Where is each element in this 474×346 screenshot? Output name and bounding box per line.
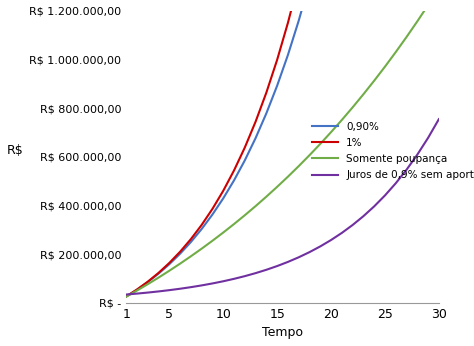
- Somente poupança: [188, 254, 194, 258]
- Somente poupança: [199, 247, 204, 251]
- Somente poupança: [177, 262, 183, 266]
- 0,90%: [199, 227, 204, 231]
- Somente poupança: [350, 105, 356, 109]
- Juros de 0,9% sem aportes: [318, 244, 323, 248]
- 1%: [177, 250, 183, 254]
- Juros de 0,9% sem aportes: [220, 279, 226, 283]
- 0,90%: [134, 288, 140, 292]
- Juros de 0,9% sem aportes: [404, 168, 410, 172]
- Juros de 0,9% sem aportes: [264, 268, 269, 272]
- Line: Juros de 0,9% sem aportes: Juros de 0,9% sem aportes: [126, 119, 439, 294]
- 1%: [242, 145, 247, 149]
- 0,90%: [220, 196, 226, 200]
- 1%: [166, 261, 172, 265]
- 1%: [274, 58, 280, 62]
- Juros de 0,9% sem aportes: [123, 292, 129, 297]
- Juros de 0,9% sem aportes: [199, 283, 204, 288]
- 0,90%: [253, 136, 258, 140]
- Legend: 0,90%, 1%, Somente poupança, Juros de 0,9% sem aportes: 0,90%, 1%, Somente poupança, Juros de 0,…: [308, 117, 474, 184]
- 0,90%: [123, 294, 129, 299]
- 0,90%: [274, 84, 280, 88]
- 0,90%: [242, 158, 247, 163]
- 1%: [285, 21, 291, 25]
- 0,90%: [264, 111, 269, 115]
- Juros de 0,9% sem aportes: [285, 260, 291, 264]
- Juros de 0,9% sem aportes: [414, 153, 420, 157]
- Somente poupança: [166, 268, 172, 273]
- 1%: [155, 271, 161, 275]
- Line: Somente poupança: Somente poupança: [126, 0, 439, 297]
- 1%: [134, 288, 140, 292]
- X-axis label: Tempo: Tempo: [262, 326, 303, 339]
- 1%: [145, 280, 151, 284]
- Somente poupança: [296, 164, 301, 168]
- Juros de 0,9% sem aportes: [145, 291, 151, 295]
- Juros de 0,9% sem aportes: [210, 281, 215, 285]
- Juros de 0,9% sem aportes: [177, 287, 183, 291]
- Juros de 0,9% sem aportes: [328, 238, 334, 242]
- Somente poupança: [307, 153, 312, 157]
- Somente poupança: [220, 230, 226, 235]
- Somente poupança: [155, 275, 161, 280]
- Somente poupança: [253, 204, 258, 208]
- Line: 1%: 1%: [126, 0, 439, 297]
- 1%: [231, 169, 237, 173]
- Somente poupança: [210, 239, 215, 243]
- 0,90%: [188, 240, 194, 244]
- Somente poupança: [123, 295, 129, 299]
- 0,90%: [177, 252, 183, 256]
- Juros de 0,9% sem aportes: [188, 285, 194, 289]
- Juros de 0,9% sem aportes: [350, 223, 356, 227]
- Somente poupança: [361, 92, 366, 96]
- Somente poupança: [274, 185, 280, 189]
- Somente poupança: [242, 213, 247, 217]
- Juros de 0,9% sem aportes: [425, 136, 431, 140]
- Juros de 0,9% sem aportes: [166, 288, 172, 292]
- Juros de 0,9% sem aportes: [274, 264, 280, 268]
- Juros de 0,9% sem aportes: [134, 292, 140, 296]
- 0,90%: [155, 272, 161, 276]
- Somente poupança: [318, 142, 323, 146]
- 0,90%: [285, 53, 291, 57]
- Juros de 0,9% sem aportes: [307, 250, 312, 254]
- Juros de 0,9% sem aportes: [361, 214, 366, 218]
- Y-axis label: R$: R$: [7, 144, 24, 157]
- Line: 0,90%: 0,90%: [126, 0, 439, 297]
- 0,90%: [145, 280, 151, 284]
- 0,90%: [296, 19, 301, 23]
- 1%: [264, 91, 269, 95]
- Somente poupança: [382, 65, 388, 69]
- 0,90%: [166, 262, 172, 266]
- Juros de 0,9% sem aportes: [253, 271, 258, 275]
- Somente poupança: [231, 222, 237, 226]
- Somente poupança: [404, 35, 410, 39]
- Somente poupança: [328, 130, 334, 134]
- 0,90%: [210, 212, 215, 217]
- 1%: [210, 207, 215, 211]
- Juros de 0,9% sem aportes: [393, 181, 399, 185]
- Somente poupança: [425, 3, 431, 7]
- Juros de 0,9% sem aportes: [296, 255, 301, 260]
- Somente poupança: [285, 175, 291, 179]
- Somente poupança: [145, 282, 151, 286]
- Somente poupança: [371, 79, 377, 83]
- Juros de 0,9% sem aportes: [242, 274, 247, 278]
- 0,90%: [231, 178, 237, 182]
- Juros de 0,9% sem aportes: [339, 231, 345, 235]
- 1%: [199, 223, 204, 227]
- Somente poupança: [393, 50, 399, 54]
- Somente poupança: [264, 194, 269, 199]
- Somente poupança: [414, 19, 420, 24]
- 1%: [188, 237, 194, 241]
- 1%: [123, 294, 129, 299]
- Juros de 0,9% sem aportes: [155, 289, 161, 293]
- Juros de 0,9% sem aportes: [371, 204, 377, 208]
- Juros de 0,9% sem aportes: [382, 193, 388, 198]
- 1%: [253, 120, 258, 124]
- Juros de 0,9% sem aportes: [231, 277, 237, 281]
- Juros de 0,9% sem aportes: [436, 117, 442, 121]
- Somente poupança: [134, 289, 140, 293]
- Somente poupança: [339, 118, 345, 122]
- 1%: [220, 189, 226, 193]
